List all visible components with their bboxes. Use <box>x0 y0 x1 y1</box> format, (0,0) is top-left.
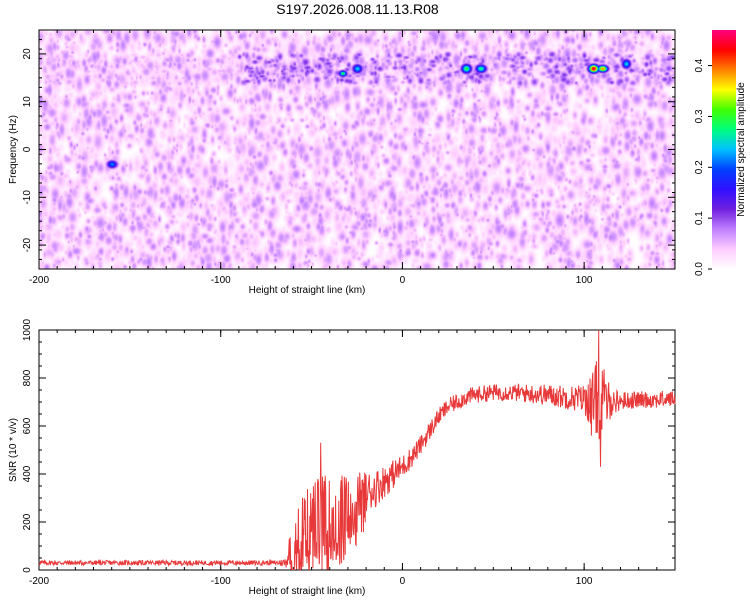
snr-ytick-label: 400 <box>22 465 33 482</box>
colorbar-tick-label: 0.2 <box>694 160 705 174</box>
spectrogram-xtick-label: -200 <box>29 275 49 286</box>
spectrogram-xtick-label: 100 <box>576 275 593 286</box>
snr-ylabel: SNR (10 * v/v) <box>8 418 19 482</box>
snr-xlabel: Height of straight line (km) <box>249 586 366 597</box>
colorbar-tick-label: 0.3 <box>694 109 705 123</box>
snr-xtick-label: -100 <box>211 576 231 587</box>
colorbar-tick-label: 0.0 <box>694 262 705 276</box>
colorbar-gradient <box>712 30 736 269</box>
chart-title: S197.2026.008.11.13.R08 <box>276 1 439 17</box>
spectrogram-ylabel: Frequency (Hz) <box>8 115 19 184</box>
snr-ytick-label: 200 <box>22 513 33 530</box>
spectrogram-ytick-label: -10 <box>22 190 33 205</box>
spectrogram-xtick-label: -100 <box>211 275 231 286</box>
snr-line <box>38 329 676 570</box>
snr-ytick-label: 800 <box>22 369 33 386</box>
spectrogram-ytick-label: 0 <box>22 146 33 152</box>
spectrogram-xtick-label: 0 <box>400 275 406 286</box>
spectrogram-heatmap <box>39 30 675 269</box>
snr-xtick-label: -200 <box>29 576 49 587</box>
colorbar: 0.0 0.1 0.2 0.3 0.4 Normalized spectral ampli… <box>694 30 747 276</box>
colorbar-tick-label: 0.1 <box>694 211 705 225</box>
snr-ytick-label: 0 <box>22 567 33 573</box>
spectrogram-xlabel: Height of straight line (km) <box>249 285 366 296</box>
snr-xtick-label: 0 <box>400 576 406 587</box>
snr-xtick-label: 100 <box>576 576 593 587</box>
snr-ytick-label: 1000 <box>22 318 33 341</box>
spectrogram-ytick-label: 20 <box>22 48 33 60</box>
spectrogram-frame <box>38 29 676 270</box>
colorbar-tick-label: 0.4 <box>694 58 705 72</box>
snr-series <box>38 329 676 570</box>
spectrogram-ytick-label: -20 <box>22 237 33 252</box>
snr-ytick-label: 600 <box>22 417 33 434</box>
spectrogram-ytick-label: 10 <box>22 96 33 108</box>
colorbar-label: Normalized spectral amplitude <box>736 82 747 217</box>
snr-frame <box>38 329 676 571</box>
